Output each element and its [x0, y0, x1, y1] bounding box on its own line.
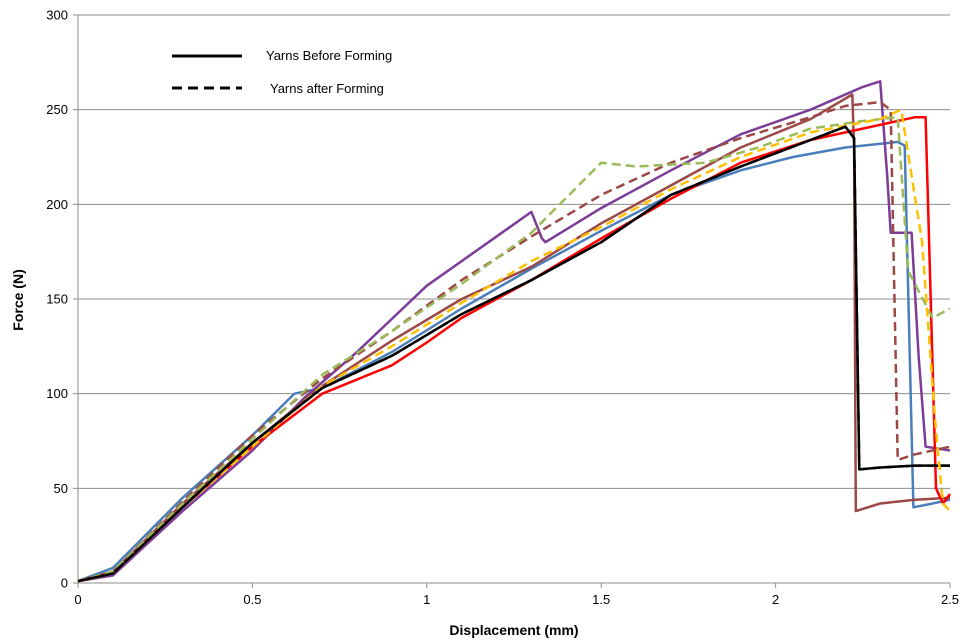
gridlines	[78, 14, 950, 489]
legend-label-dashed: Yarns after Forming	[270, 81, 384, 96]
axes	[73, 14, 951, 588]
series-line-8-dashed	[77, 108, 951, 583]
legend-label-solid: Yarns Before Forming	[266, 48, 392, 63]
y-axis-label: Force (N)	[10, 269, 26, 330]
x-tick-label: 1.5	[592, 592, 610, 607]
series-line-7-dashed	[77, 115, 951, 583]
tick-labels: 0 50 100 150 200 250 300 0 0.5 1 1.5 2 2.5	[46, 8, 959, 608]
y-tick-label: 200	[46, 197, 68, 212]
series-line-6-dashed	[77, 100, 951, 583]
y-tick-label: 300	[46, 8, 68, 23]
y-tick-label: 150	[46, 292, 68, 307]
x-tick-label: 1	[423, 592, 430, 607]
y-tick-label: 100	[46, 386, 68, 401]
x-tick-label: 0	[74, 592, 81, 607]
x-tick-label: 0.5	[243, 592, 261, 607]
y-tick-label: 0	[61, 576, 68, 591]
x-tick-label: 2.5	[941, 592, 959, 607]
x-axis-label: Displacement (mm)	[449, 622, 578, 638]
series-lines	[77, 80, 952, 583]
legend: Yarns Before Forming Yarns after Forming	[172, 48, 392, 96]
x-tick-label: 2	[772, 592, 779, 607]
y-tick-label: 50	[54, 481, 68, 496]
series-line-9-dashed	[77, 125, 950, 583]
y-tick-label: 250	[46, 102, 68, 117]
